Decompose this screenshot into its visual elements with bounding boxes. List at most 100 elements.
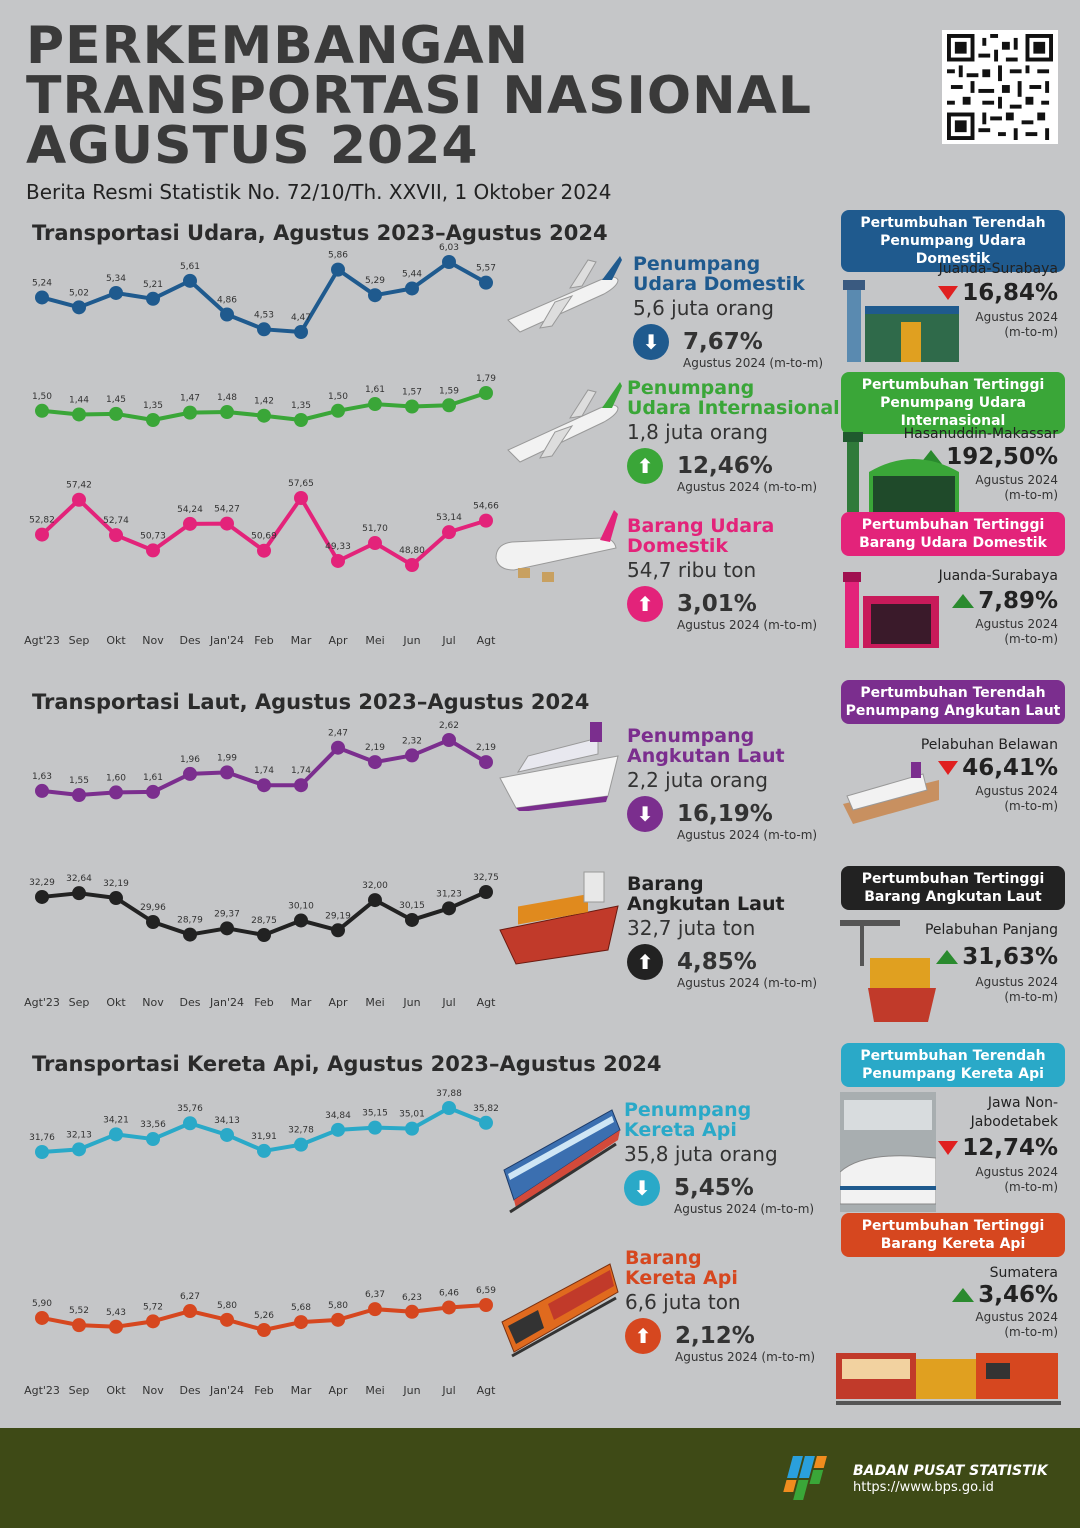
x-tick-label: Nov [142, 1384, 164, 1397]
data-label-penumpang-udara-domestik: 4,47 [291, 313, 311, 323]
side-note-line: Agustus 2024 [975, 473, 1058, 487]
data-label-penumpang-kereta-api: 31,91 [251, 1132, 277, 1142]
data-point-penumpang-kereta-api [368, 1120, 382, 1135]
stat-block: Penumpang Kereta Api 35,8 juta orang ⬇ 5,45%… [624, 1100, 814, 1216]
data-label-penumpang-kereta-api: 33,56 [140, 1120, 166, 1130]
airport-cargo-terminal-icon [843, 572, 939, 648]
data-label-penumpang-udara-domestik: 5,02 [69, 288, 89, 298]
data-point-penumpang-angkutan-laut [220, 765, 234, 780]
data-label-penumpang-kereta-api: 34,13 [214, 1116, 240, 1126]
side-note-line: (m-to-m) [1004, 799, 1058, 813]
data-label-penumpang-udara-internasional: 1,59 [439, 386, 459, 396]
stat-value: 2,2 juta orang [627, 768, 768, 792]
data-label-penumpang-kereta-api: 34,21 [103, 1115, 129, 1125]
airplane-domestic-icon [507, 256, 622, 333]
data-point-penumpang-udara-internasional [368, 397, 382, 412]
stat-note: Agustus 2024 (m-to-m) [677, 480, 818, 494]
freight-train-icon [501, 1263, 619, 1358]
data-label-barang-angkutan-laut: 32,29 [29, 878, 55, 888]
data-point-barang-angkutan-laut [479, 885, 493, 899]
data-label-barang-kereta-api: 6,27 [180, 1292, 200, 1302]
side-title-line: Pertumbuhan Tertinggi [861, 377, 1045, 393]
stat-note: Agustus 2024 (m-to-m) [683, 356, 824, 370]
chevron-up-icon: ⬆ [627, 586, 663, 622]
cargo-plane-icon [495, 510, 618, 582]
data-label-penumpang-angkutan-laut: 2,32 [402, 736, 422, 746]
x-tick-label: Agt'23 [24, 634, 60, 647]
x-tick-label: Des [180, 634, 201, 647]
data-label-barang-udara-domestik: 57,42 [66, 481, 92, 491]
side-percentage-value: 31,63% [962, 944, 1058, 970]
side-location: Jawa Non- Jabodetabek [971, 1094, 1058, 1132]
data-label-penumpang-udara-internasional: 1,61 [365, 385, 385, 395]
side-note-line: Agustus 2024 [975, 310, 1058, 324]
data-label-penumpang-angkutan-laut: 2,19 [365, 743, 385, 753]
data-point-penumpang-angkutan-laut [368, 755, 382, 770]
x-tick-label: Sep [69, 634, 90, 647]
x-tick-label: Jul [441, 1384, 455, 1397]
data-point-barang-udara-domestik [405, 558, 419, 572]
side-location-line: Jawa Non- [987, 1095, 1058, 1111]
x-tick-label: Mei [365, 996, 384, 1009]
data-point-penumpang-udara-domestik [479, 275, 493, 290]
data-label-penumpang-udara-internasional: 1,50 [32, 392, 52, 402]
data-label-penumpang-kereta-api: 34,84 [325, 1111, 351, 1121]
data-label-barang-udara-domestik: 52,82 [29, 516, 55, 526]
bps-url-link[interactable]: https://www.bps.go.id [853, 1480, 994, 1495]
data-point-penumpang-kereta-api [35, 1145, 49, 1159]
page-title-line-1: PERKEMBANGAN [26, 16, 530, 76]
data-label-barang-kereta-api: 5,90 [32, 1299, 52, 1309]
bps-logo-icon[interactable] [780, 1452, 844, 1506]
data-label-penumpang-udara-internasional: 1,44 [69, 395, 89, 405]
stat-percentage: 7,67% [683, 329, 763, 355]
data-label-penumpang-udara-internasional: 1,45 [106, 395, 126, 405]
data-point-penumpang-angkutan-laut [405, 748, 419, 763]
data-label-barang-kereta-api: 6,23 [402, 1293, 422, 1303]
stat-block: Penumpang Angkutan Laut 2,2 juta orang ⬇ 16,… [627, 726, 817, 842]
data-point-penumpang-udara-domestik [35, 290, 49, 305]
x-tick-label: Des [180, 996, 201, 1009]
data-point-barang-kereta-api [109, 1319, 123, 1334]
data-label-penumpang-udara-domestik: 5,44 [402, 269, 422, 279]
x-tick-label: Feb [254, 1384, 273, 1397]
data-point-barang-angkutan-laut [331, 923, 345, 938]
stat-name: Kereta Api [624, 1119, 737, 1141]
data-point-barang-kereta-api [35, 1310, 49, 1325]
side-location-line: Pelabuhan Panjang [924, 922, 1058, 938]
x-tick-label: Mar [291, 996, 312, 1009]
stat-name: Kereta Api [625, 1267, 738, 1289]
data-label-barang-angkutan-laut: 29,96 [140, 903, 166, 913]
data-label-penumpang-udara-internasional: 1,57 [402, 388, 422, 398]
stat-percentage: 4,85% [677, 949, 757, 975]
data-point-barang-udara-domestik [109, 528, 123, 543]
data-point-barang-angkutan-laut [368, 893, 382, 908]
stat-value: 6,6 juta ton [625, 1290, 741, 1314]
x-tick-label: Feb [254, 996, 273, 1009]
stat-block: Barang Kereta Api 6,6 juta ton ⬆ 2,12% Agustu… [625, 1248, 815, 1364]
airport-terminal-icon [843, 280, 959, 362]
data-label-penumpang-angkutan-laut: 2,47 [328, 729, 348, 739]
side-title-line: Pertumbuhan Tertinggi [861, 1218, 1045, 1234]
data-point-penumpang-udara-internasional [479, 386, 493, 400]
x-tick-label: Apr [328, 1384, 348, 1397]
data-label-barang-angkutan-laut: 30,15 [399, 901, 425, 911]
side-note: Agustus 2024 (m-to-m) [975, 1310, 1058, 1340]
data-label-penumpang-angkutan-laut: 1,74 [254, 766, 274, 776]
chevron-down-icon: ⬇ [624, 1170, 660, 1206]
x-tick-label: Agt [477, 1384, 497, 1397]
data-point-penumpang-kereta-api [479, 1115, 493, 1130]
qr-code-icon [947, 34, 1053, 140]
qr-code[interactable] [942, 30, 1058, 144]
stat-change-row: ⬇ 5,45% [624, 1170, 814, 1206]
section-title-laut: Transportasi Laut, Agustus 2023–Agustus … [32, 690, 590, 714]
data-point-barang-udara-domestik [183, 516, 197, 531]
stat-percentage: 3,01% [677, 591, 757, 617]
data-point-penumpang-udara-domestik [442, 255, 456, 269]
data-point-penumpang-kereta-api [294, 1137, 308, 1152]
x-tick-label: Jul [441, 996, 455, 1009]
x-tick-label: Agt [477, 634, 497, 647]
x-tick-label: Mar [291, 634, 312, 647]
side-title-line: Barang Angkutan Laut [864, 889, 1042, 905]
data-point-barang-udara-domestik [368, 536, 382, 551]
side-note-line: (m-to-m) [1004, 632, 1058, 646]
